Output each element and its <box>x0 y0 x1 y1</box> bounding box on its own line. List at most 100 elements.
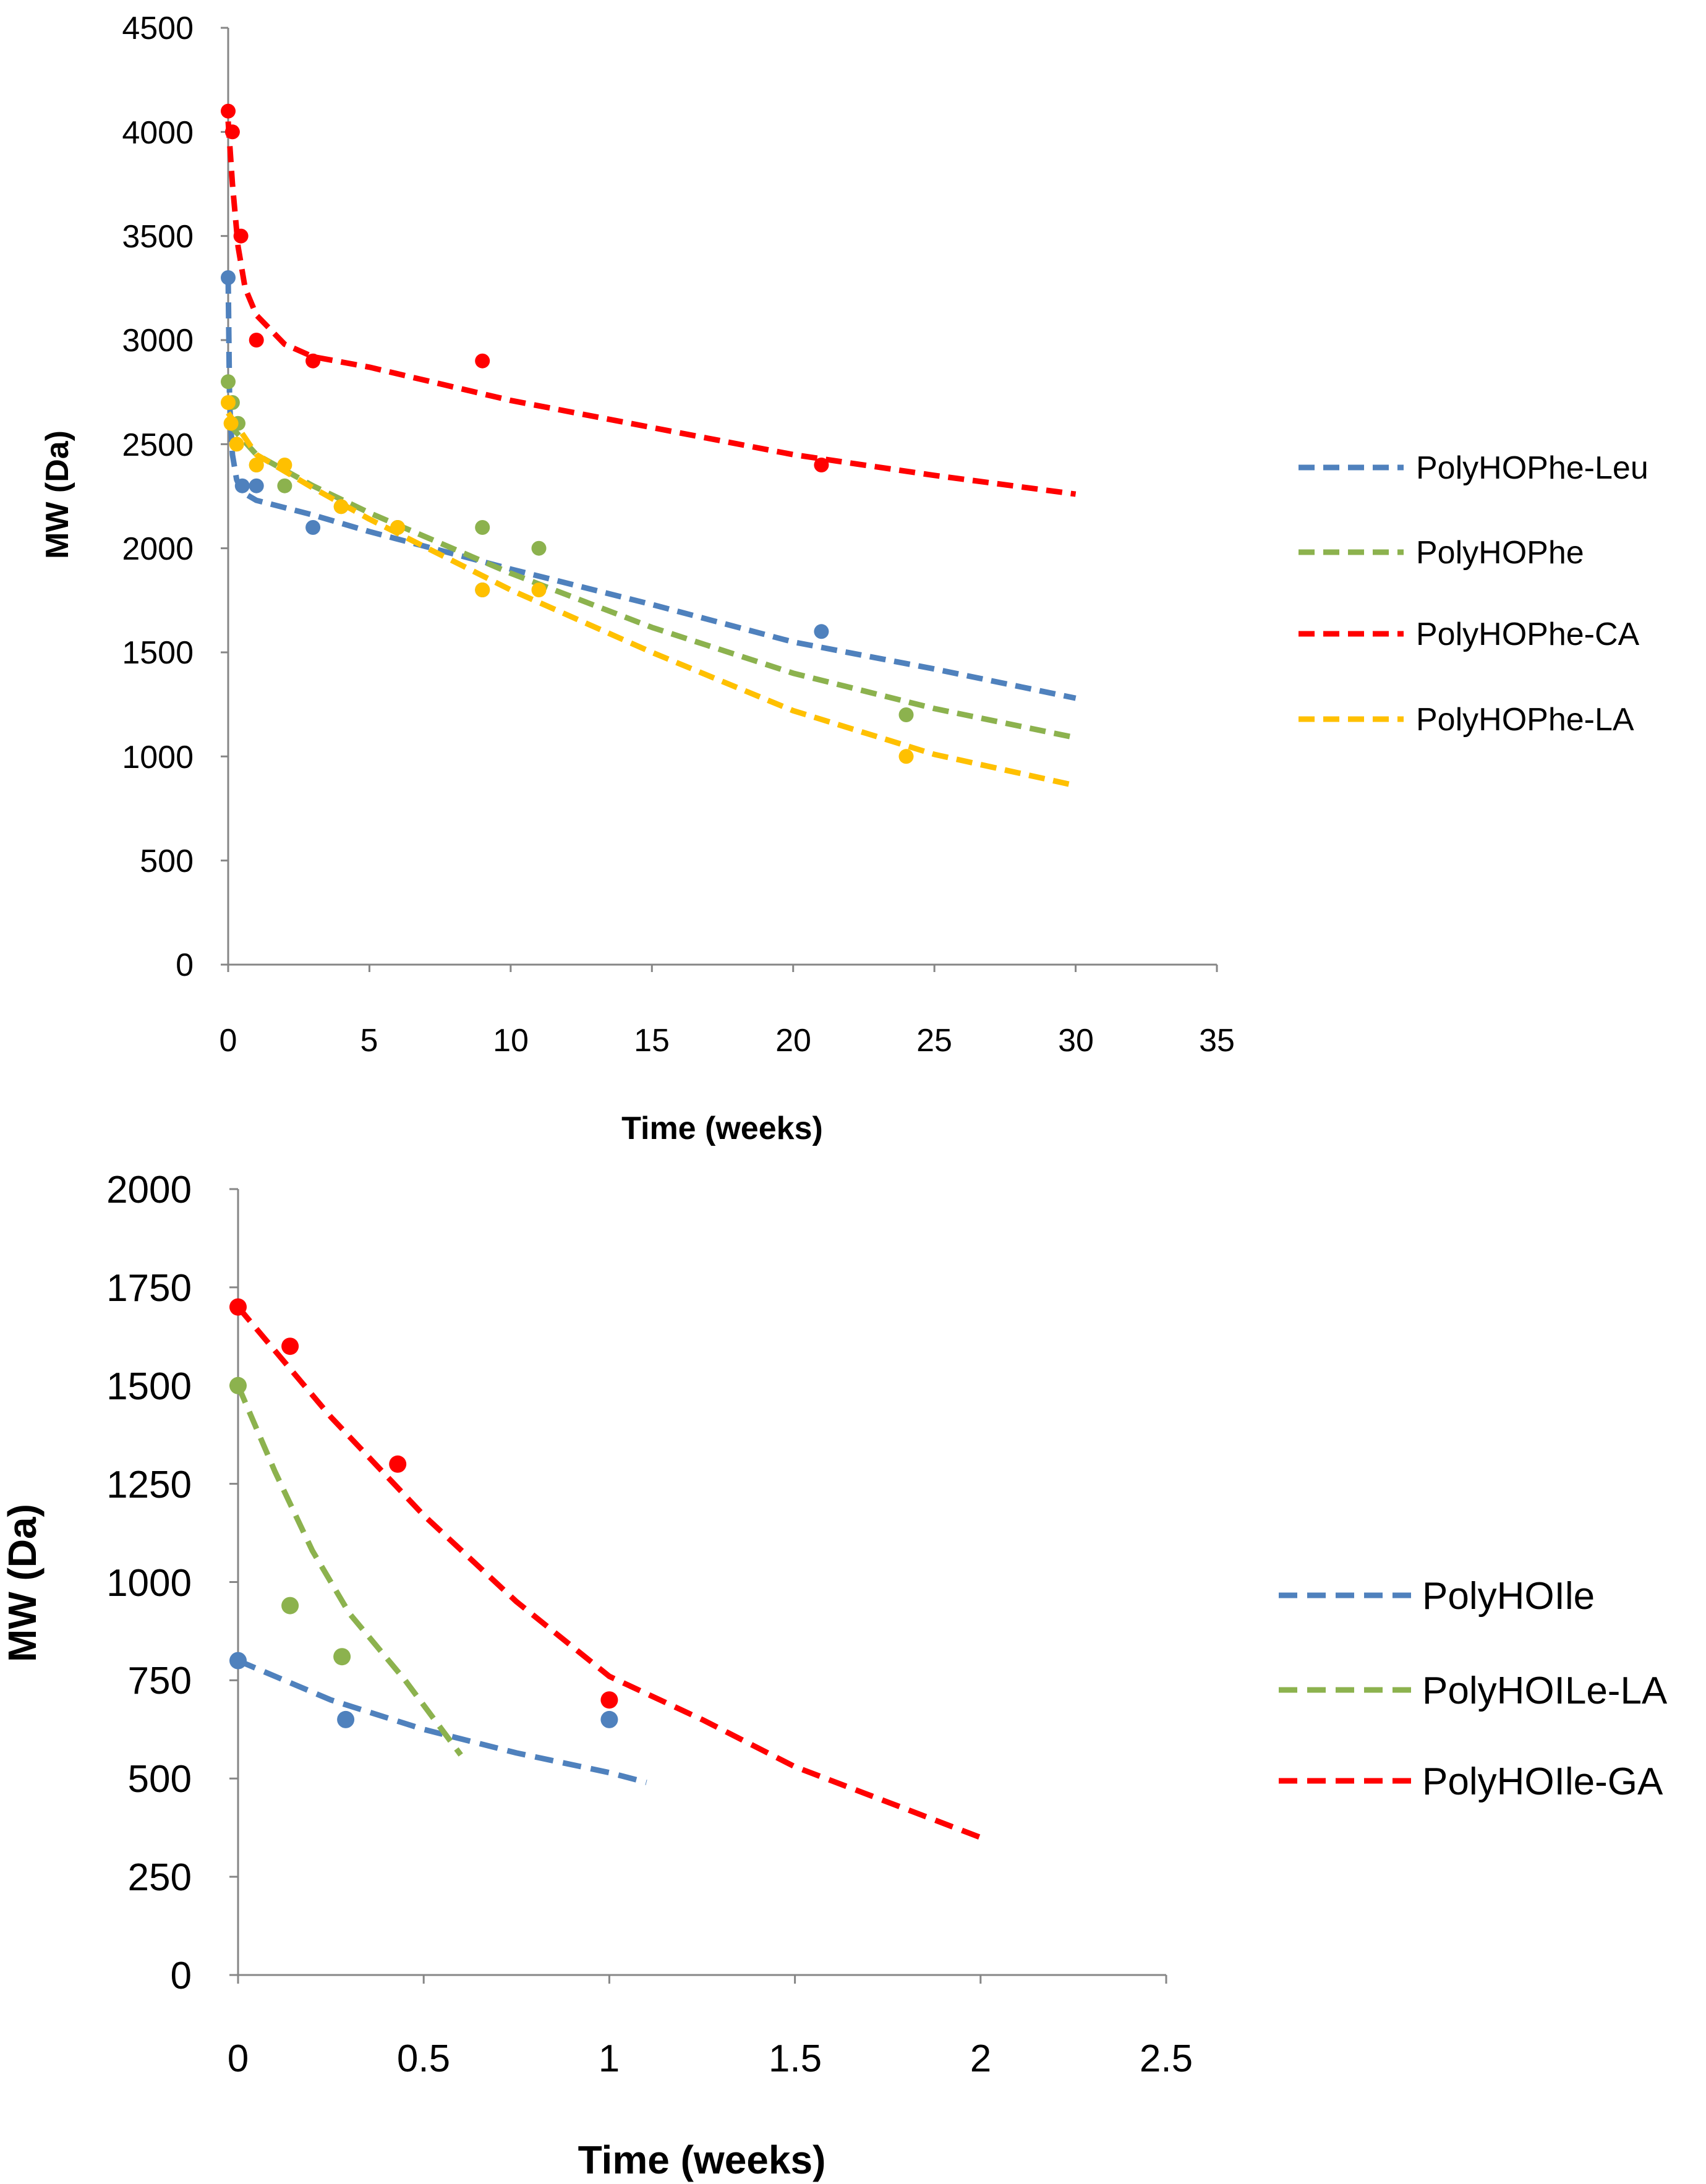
x-tick-label: 2 <box>970 2037 991 2080</box>
legend-label-polyhoile-la: PolyHOILe-LA <box>1422 1670 1668 1712</box>
data-point-polyhophe-ca <box>224 124 240 140</box>
data-point-polyhophe-leu <box>305 520 321 535</box>
data-point-polyhophe <box>898 707 914 722</box>
x-tick-label: 2.5 <box>1140 2037 1193 2080</box>
x-tick-label: 1 <box>599 2037 620 2080</box>
y-tick-label: 4000 <box>122 115 194 151</box>
data-point-polyhophe-la <box>333 499 349 514</box>
x-tick-label: 10 <box>493 1023 529 1059</box>
y-tick-labels: 0 500 1000 1500 2000 2500 3000 3500 4000… <box>122 11 194 983</box>
trend-line-polyhoile-la <box>235 1384 463 1757</box>
chart-ile-degradation: 0 250 500 750 1000 1250 1500 1750 2000 0… <box>0 1169 1668 2182</box>
data-point-polyhophe-ca <box>221 103 236 119</box>
data-point-polyhophe-leu <box>814 624 829 639</box>
y-tick-label: 0 <box>171 1955 192 1997</box>
y-tick-label: 1500 <box>122 635 194 671</box>
y-tick-label: 1750 <box>106 1267 192 1310</box>
y-tick-label: 500 <box>140 843 194 879</box>
data-point-polyhophe-la <box>531 582 547 597</box>
trend-line-polyhophe-la <box>226 411 1077 788</box>
legend-label-polyhoile: PolyHOIle <box>1422 1575 1595 1618</box>
data-point-polyhoile <box>337 1710 355 1728</box>
data-point-polyhophe-leu <box>249 478 264 493</box>
data-point-polyhophe <box>531 540 547 556</box>
y-tick-label: 1000 <box>106 1562 192 1605</box>
data-point-polyhoile-ga <box>229 1298 247 1316</box>
legend: PolyHOPhe-Leu PolyHOPhe PolyHOPhe-CA Pol… <box>1299 450 1648 738</box>
data-point-polyhophe-leu <box>234 478 250 493</box>
y-tick-label: 3500 <box>122 219 194 255</box>
data-point-polyhoile-ga <box>281 1337 299 1355</box>
y-tick-label: 2000 <box>106 1169 192 1211</box>
data-point-polyhophe-leu <box>221 270 236 285</box>
trend-line-polyhophe <box>226 421 1077 741</box>
legend: PolyHOIle PolyHOILe-LA PolyHOIle-GA <box>1279 1575 1668 1803</box>
data-point-polyhophe-la <box>223 416 239 431</box>
trend-line-polyhophe-leu <box>225 277 1077 701</box>
x-tick-label: 30 <box>1058 1023 1094 1059</box>
data-point-polyhophe <box>277 478 292 493</box>
y-tick-label: 2500 <box>122 427 194 463</box>
tick-marks <box>221 27 1218 972</box>
y-tick-label: 500 <box>128 1758 192 1801</box>
x-tick-label: 0.5 <box>397 2037 450 2080</box>
legend-label-polyhoile-ga: PolyHOIle-GA <box>1422 1760 1663 1803</box>
x-tick-label: 0 <box>228 2037 249 2080</box>
data-points <box>229 1298 618 1728</box>
y-tick-label: 250 <box>128 1856 192 1899</box>
data-point-polyhophe-la <box>475 582 490 597</box>
trend-lines <box>225 121 1077 788</box>
y-tick-label: 3000 <box>122 323 194 359</box>
x-tick-label: 35 <box>1199 1023 1235 1059</box>
data-point-polyhoile-la <box>333 1648 351 1666</box>
legend-label-polyhophe-la: PolyHOPhe-LA <box>1416 702 1634 738</box>
y-tick-label: 0 <box>176 947 194 983</box>
x-tick-label: 15 <box>634 1023 670 1059</box>
data-point-polyhoile <box>600 1710 618 1728</box>
x-tick-labels: 0 5 10 15 20 25 30 35 <box>220 1023 1235 1059</box>
trend-line-polyhoile <box>237 1658 647 1785</box>
y-tick-label: 1000 <box>122 740 194 775</box>
y-tick-label: 1250 <box>106 1464 192 1506</box>
data-point-polyhophe-la <box>390 520 406 535</box>
data-point-polyhoile-ga <box>600 1691 618 1709</box>
chart-phe-degradation: 0 500 1000 1500 2000 2500 3000 3500 4000… <box>40 11 1648 1146</box>
x-tick-label: 0 <box>220 1023 237 1059</box>
x-axis-title: Time (weeks) <box>621 1111 823 1146</box>
y-axis-title: MW (Da) <box>40 430 75 559</box>
y-tick-label: 4500 <box>122 11 194 46</box>
data-point-polyhophe <box>475 520 490 535</box>
data-point-polyhophe-la <box>229 437 244 452</box>
data-point-polyhoile <box>229 1652 247 1670</box>
data-point-polyhophe-la <box>221 395 236 410</box>
x-axis-title: Time (weeks) <box>578 2138 826 2182</box>
data-point-polyhophe-ca <box>305 353 321 369</box>
tick-marks <box>229 1188 1167 1984</box>
legend-label-polyhophe-ca: PolyHOPhe-CA <box>1416 616 1640 652</box>
data-point-polyhoile-la <box>281 1597 299 1615</box>
data-point-polyhophe-ca <box>249 333 264 348</box>
legend-label-polyhophe: PolyHOPhe <box>1416 535 1584 571</box>
data-point-polyhophe-ca <box>475 353 490 369</box>
y-tick-label: 750 <box>128 1660 192 1702</box>
data-point-polyhoile-ga <box>389 1455 407 1473</box>
y-tick-labels: 0 250 500 750 1000 1250 1500 1750 2000 <box>106 1169 192 1997</box>
data-points <box>221 103 914 764</box>
trend-line-polyhoile-ga <box>236 1305 982 1840</box>
y-tick-label: 1500 <box>106 1365 192 1408</box>
trend-lines <box>235 1305 982 1840</box>
data-point-polyhophe-ca <box>233 228 249 244</box>
y-axis-title: MW (Da) <box>0 1504 45 1662</box>
data-point-polyhophe-ca <box>814 458 829 472</box>
data-point-polyhophe <box>221 374 236 390</box>
trend-line-polyhophe-ca <box>225 121 1077 497</box>
data-point-polyhoile-la <box>229 1376 247 1394</box>
data-point-polyhophe-la <box>277 458 292 472</box>
y-tick-label: 2000 <box>122 531 194 567</box>
x-tick-label: 20 <box>775 1023 811 1059</box>
x-tick-label: 1.5 <box>769 2037 822 2080</box>
x-tick-label: 25 <box>916 1023 952 1059</box>
legend-label-polyhophe-leu: PolyHOPhe-Leu <box>1416 450 1648 486</box>
x-tick-label: 5 <box>360 1023 378 1059</box>
